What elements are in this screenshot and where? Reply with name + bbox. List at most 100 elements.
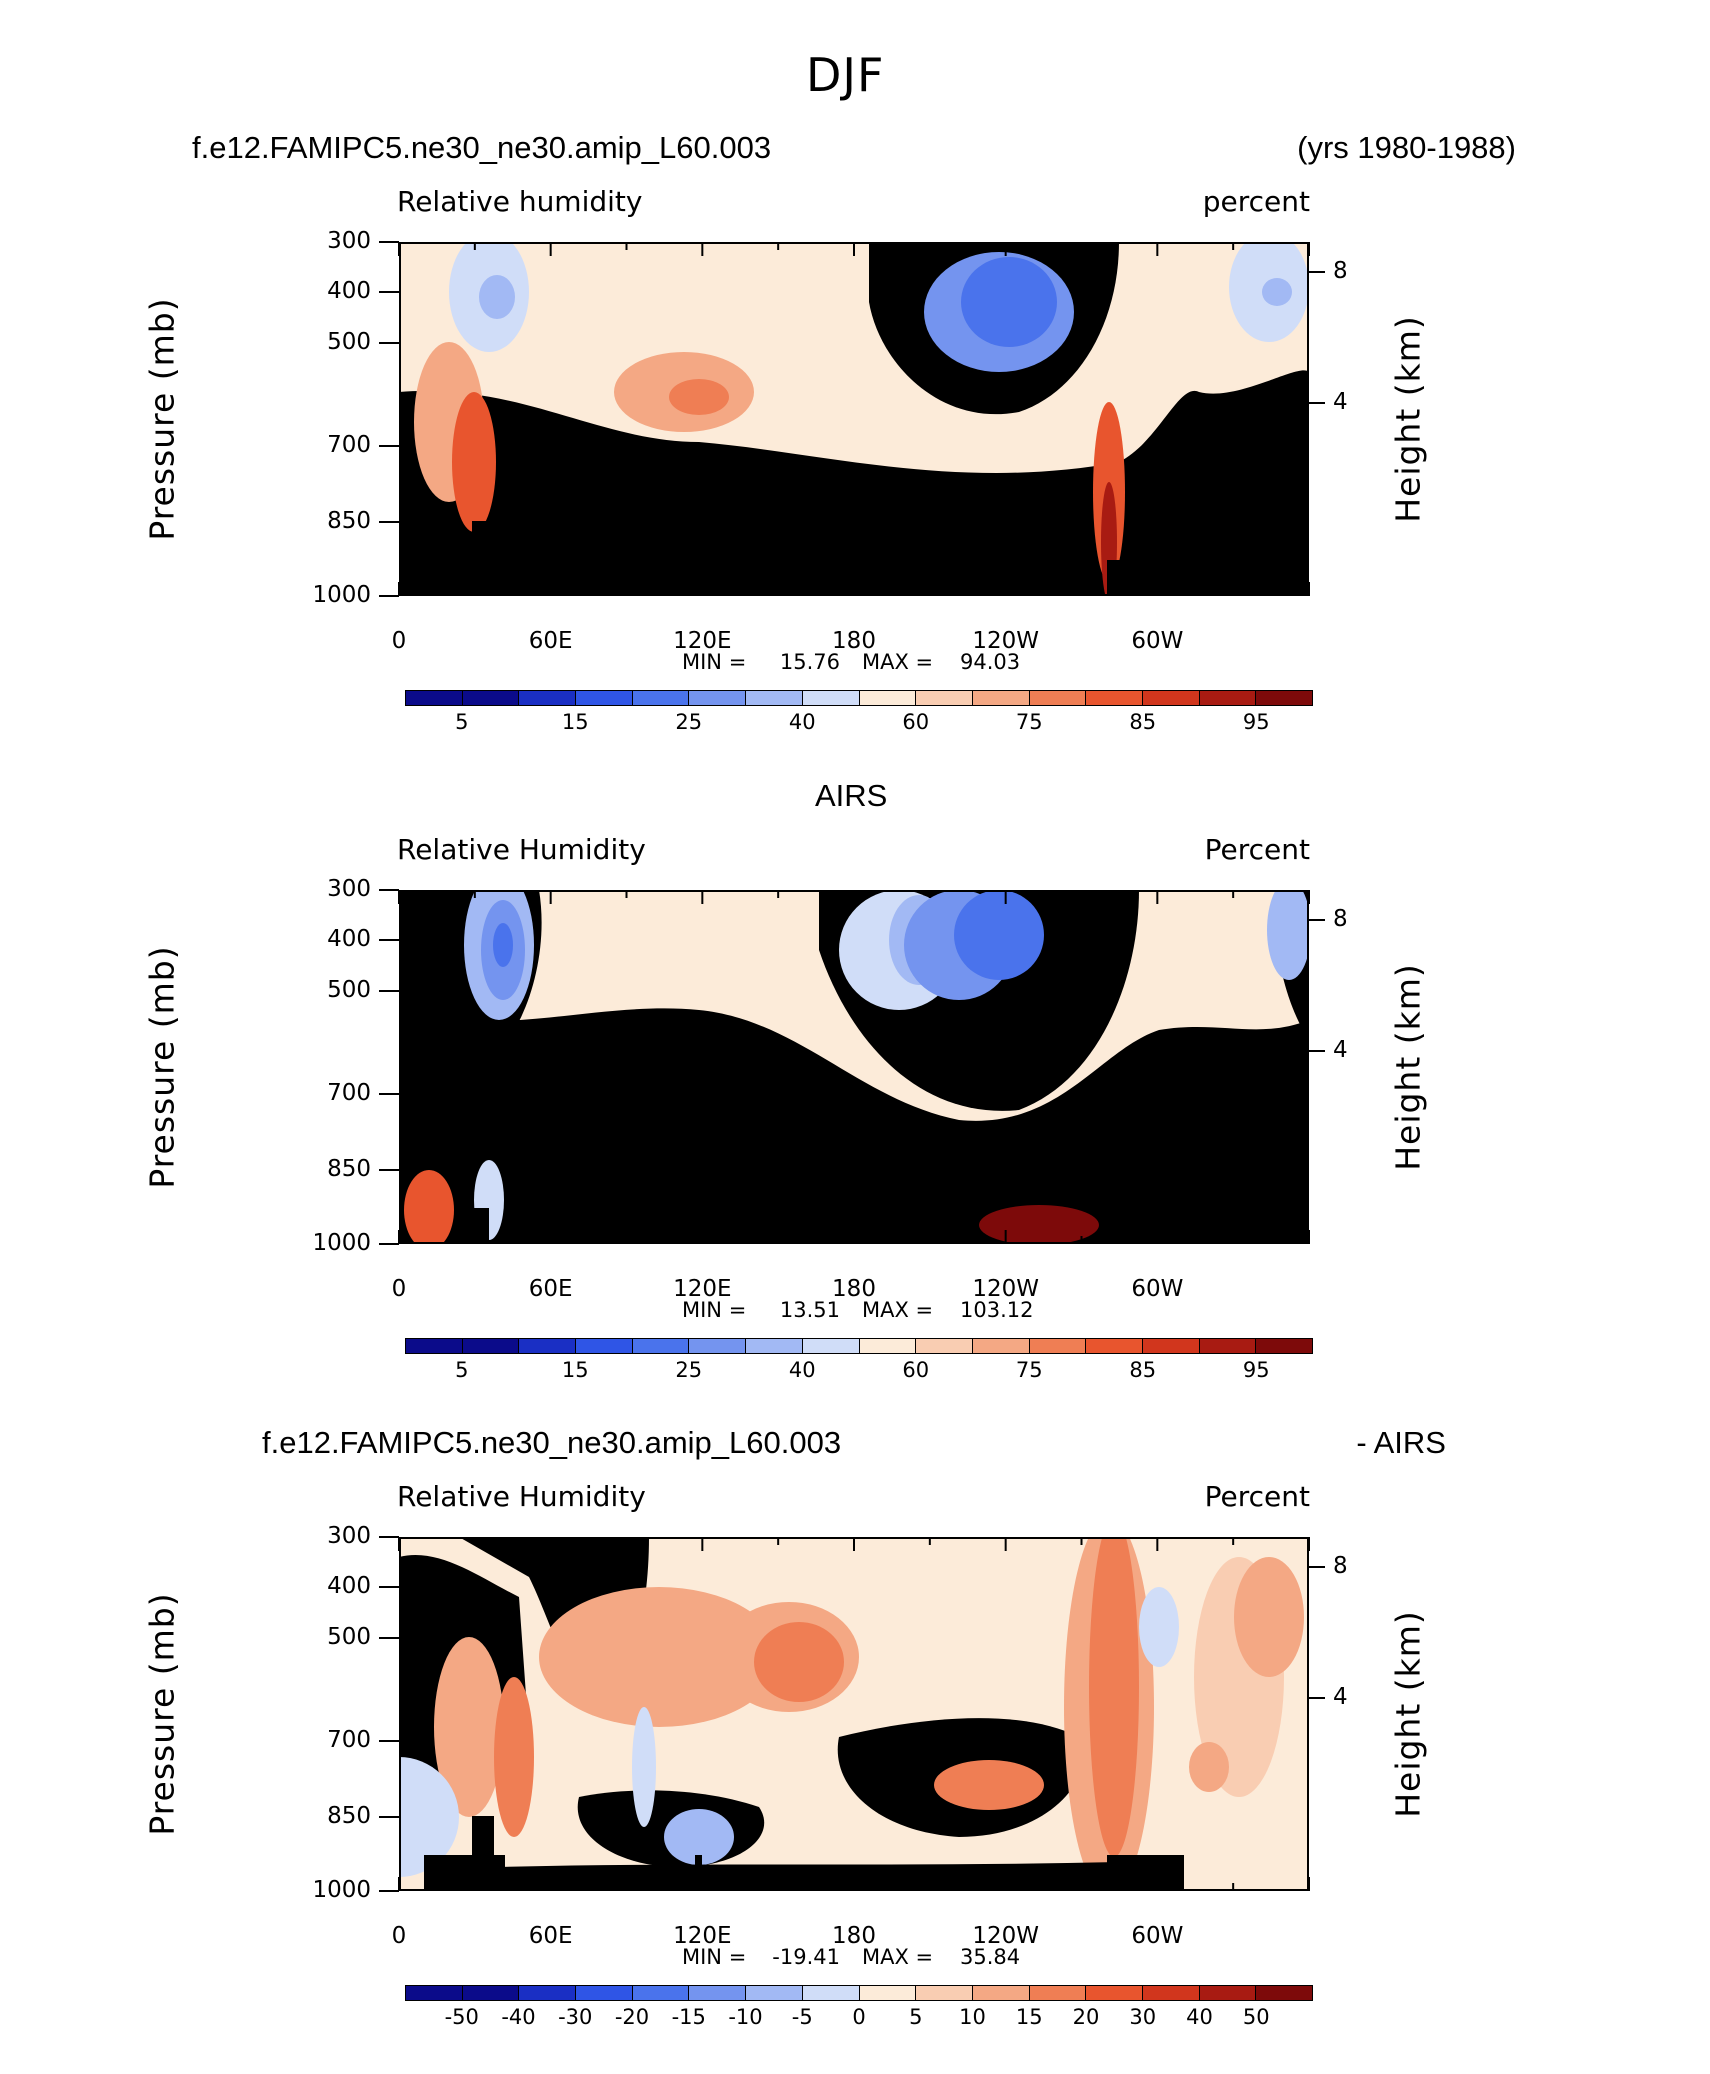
x-tick-label: 180 [832,628,876,654]
y-tick-mark [379,989,399,992]
topography-mask [699,560,705,596]
y-tick-mark [379,341,399,344]
contour-region [399,1757,459,1877]
y-tick-mark [379,1092,399,1095]
units-label: percent [1202,185,1310,218]
contour-region [979,1205,1099,1244]
min-label: MIN = [682,1298,747,1322]
colorbar-swatch [972,1986,1030,2000]
x-tick-label: 120E [673,1276,732,1302]
colorbar-swatch [1086,1339,1143,1353]
topography-mask [472,1816,494,1891]
y-tick-label: 300 [327,1523,371,1549]
colorbar-swatch [746,1339,803,1353]
colorbar-label: 75 [1015,1358,1043,1382]
colorbar-label: 40 [1186,2005,1213,2029]
min-value: -19.41 [772,1945,840,1969]
y-tick-label: 700 [327,431,371,458]
contour-region [519,1202,1119,1244]
colorbar-swatch [462,1986,520,2000]
colorbar-swatch [406,1986,463,2000]
colorbar-swatch [462,1339,520,1353]
y-tick-mark-right [1309,402,1325,405]
y-tick-label-right: 8 [1333,906,1348,933]
colorbar-swatch [1086,1986,1143,2000]
y-tick-label: 500 [327,328,371,355]
contour-region [493,923,513,967]
colorbar-swatch [632,1339,690,1353]
topography-mask [466,1208,489,1244]
y-axis-label: Pressure (mb) [142,1592,182,1836]
topography-mask [424,560,472,596]
x-tick-label: 60W [1131,1923,1184,1949]
y-tick-mark [379,1636,399,1639]
colorbar-swatch [576,1339,633,1353]
contour-region [1129,257,1189,327]
topography-mask [424,1855,472,1891]
colorbar-swatch [916,1986,973,2000]
colorbar-swatch [972,691,1030,705]
x-tick-label: 120E [673,1923,732,1949]
colorbar-label: 30 [1129,2005,1157,2029]
y-tick-label: 1000 [312,582,371,608]
panel-title-left: f.e12.FAMIPC5.ne30_ne30.amip_L60.003 [262,1425,842,1460]
contour-region [1262,278,1292,306]
y-tick-label: 500 [327,976,371,1003]
colorbar-label: 85 [1129,710,1157,734]
x-tick-label: 120W [972,628,1039,654]
colorbar-label: 40 [788,710,816,734]
min-label: MIN = [682,650,747,674]
contour-region [669,379,729,415]
y-axis-label-right: Height (km) [1388,315,1428,523]
colorbar-swatch [972,1339,1030,1353]
y-tick-label: 850 [327,1802,371,1829]
colorbar-swatch [576,691,633,705]
y-tick-mark-right [1309,1050,1325,1053]
colorbar-swatch [1142,1986,1200,2000]
colorbar-swatch [802,1339,860,1353]
y-tick-label: 400 [327,925,371,952]
colorbar-label: 15 [1015,2005,1043,2029]
colorbar-swatch [632,691,690,705]
variable-label: Relative humidity [397,185,643,218]
min-value: 15.76 [779,650,840,674]
max-label: MAX = [862,1945,934,1969]
y-axis-label: Pressure (mb) [142,945,182,1189]
y-tick-mark [379,889,399,891]
x-tick-label: 60W [1131,628,1184,654]
colorbar-label: -5 [791,2005,813,2029]
colorbar-label: 25 [675,1358,703,1382]
colorbar-swatch [689,691,747,705]
colorbar-label: 60 [902,710,930,734]
y-tick-mark [379,1815,399,1818]
y-tick-label: 500 [327,1623,371,1650]
colorbar-swatch [1199,1339,1257,1353]
contour-region [1189,1742,1229,1792]
colorbar-label: 25 [675,710,703,734]
colorbar-swatch [519,691,577,705]
y-tick-mark [379,1739,399,1742]
colorbar-swatch [802,1986,860,2000]
panel-title-left: f.e12.FAMIPC5.ne30_ne30.amip_L60.003 [192,130,772,165]
colorbar-label: 15 [561,710,589,734]
colorbar-label: -20 [614,2005,650,2029]
colorbar-label: -15 [671,2005,706,2029]
colorbar-swatch [1029,1339,1087,1353]
colorbar-label: 85 [1129,1358,1157,1382]
variable-label: Relative Humidity [397,833,646,866]
max-label: MAX = [862,1298,934,1322]
contour-region [1139,1587,1179,1667]
y-tick-mark [379,520,399,523]
colorbar [405,1338,1313,1354]
topography-mask [695,1855,702,1891]
min-value: 13.51 [779,1298,840,1322]
colorbar [405,1985,1313,2001]
x-tick-label: 120W [972,1923,1039,1949]
colorbar-swatch [689,1986,747,2000]
max-label: MAX = [862,650,934,674]
y-tick-mark [379,938,399,941]
colorbar-swatch [519,1339,577,1353]
colorbar-label: -10 [728,2005,763,2029]
colorbar-swatch [859,1986,917,2000]
panel-title-center: AIRS [815,778,888,813]
